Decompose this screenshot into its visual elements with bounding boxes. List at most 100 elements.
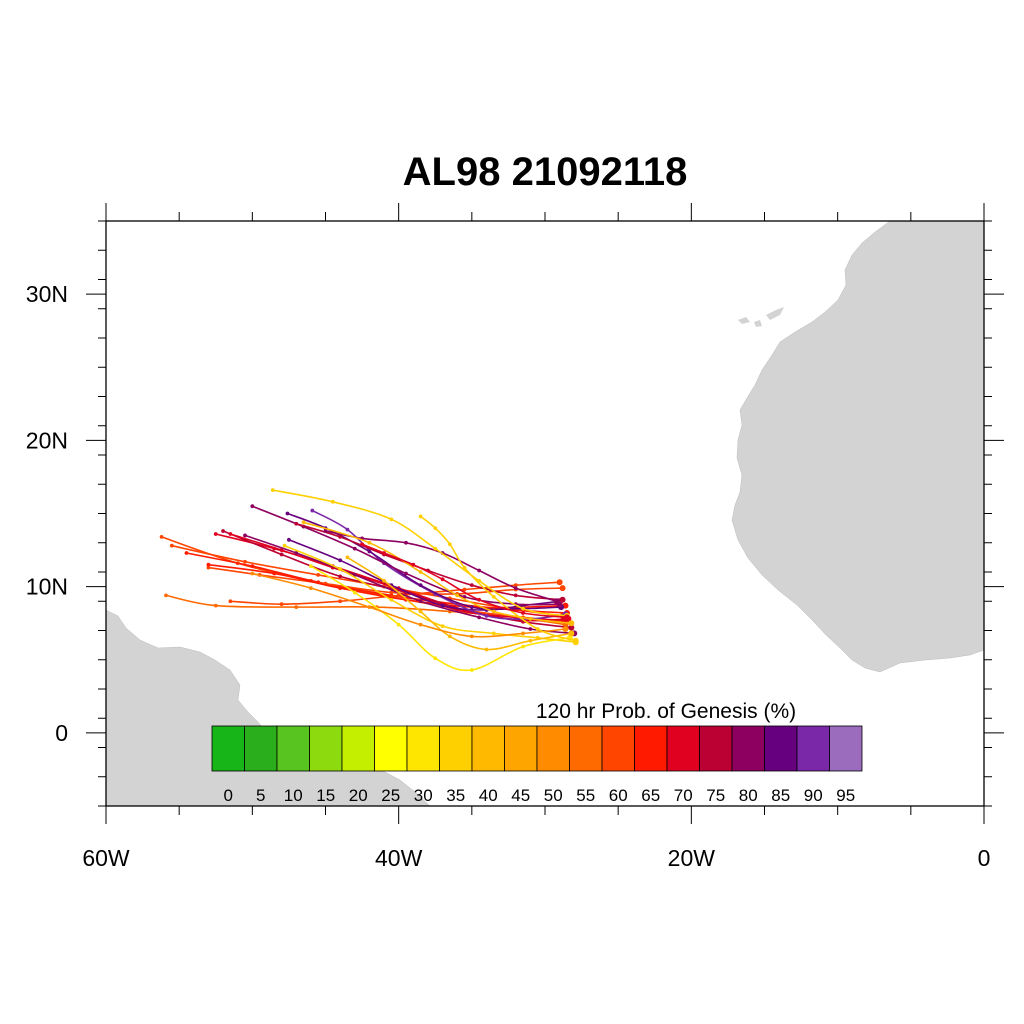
colorbar-swatch xyxy=(601,725,635,772)
track-point xyxy=(418,570,423,574)
colorbar-label: 30 xyxy=(414,786,433,805)
track-point xyxy=(433,546,438,551)
track-start-point xyxy=(572,637,579,644)
track-point xyxy=(243,533,247,538)
colorbar-swatch xyxy=(406,725,440,772)
track-point xyxy=(418,609,423,614)
track-point xyxy=(469,668,474,672)
track-start-point xyxy=(559,585,566,592)
colorbar-swatch xyxy=(439,725,473,772)
colorbar-label: 75 xyxy=(706,786,725,805)
track-point xyxy=(447,634,452,639)
latitude-axis: 30N 20N 10N 0 xyxy=(26,281,68,746)
lon-tick-label: 20W xyxy=(668,845,716,871)
colorbar-swatch xyxy=(536,725,570,772)
track-point xyxy=(301,520,306,525)
track-point xyxy=(528,627,533,631)
track-point xyxy=(535,627,540,631)
track-point xyxy=(389,517,394,522)
track-start-point xyxy=(556,579,563,586)
track-point xyxy=(433,656,438,661)
colorbar xyxy=(211,725,863,772)
track-point xyxy=(484,647,489,652)
track-point xyxy=(528,638,533,643)
track-point xyxy=(469,605,474,609)
track-point xyxy=(491,594,496,599)
track-point xyxy=(352,590,357,595)
track-point xyxy=(228,599,233,604)
track-point xyxy=(513,586,518,590)
track-start-point xyxy=(562,626,569,633)
track-point xyxy=(282,543,287,548)
track-point xyxy=(287,537,291,542)
track-point xyxy=(477,568,482,573)
colorbar-labels: 0 5 10 15 20 25 30 35 40 45 50 55 60 65 70 75 80 85 90 95 xyxy=(224,786,856,805)
track-point xyxy=(213,532,218,536)
track-point xyxy=(308,564,313,569)
colorbar-label: 45 xyxy=(511,786,530,805)
track-point xyxy=(396,593,401,598)
track-point xyxy=(169,543,174,548)
lat-tick-label: 10N xyxy=(26,574,68,600)
colorbar-swatch xyxy=(699,725,733,772)
colorbar-swatch xyxy=(504,725,538,772)
track-point xyxy=(462,565,467,570)
track-point xyxy=(462,594,467,599)
track-point xyxy=(521,606,525,611)
track-point xyxy=(440,603,445,608)
colorbar-swatch xyxy=(829,725,863,772)
colorbar-swatch xyxy=(796,725,830,772)
track-point xyxy=(382,551,386,555)
track-point xyxy=(294,551,299,555)
track-point xyxy=(418,514,423,519)
track-point xyxy=(469,583,474,588)
track-start-point xyxy=(559,596,566,603)
track-start-point xyxy=(568,630,575,637)
colorbar-label: 5 xyxy=(256,786,265,805)
track-point xyxy=(433,526,438,531)
track-point xyxy=(396,622,401,627)
track-point xyxy=(228,532,233,536)
colorbar-swatch xyxy=(374,725,408,772)
colorbar-swatch xyxy=(764,725,798,772)
track-start-point xyxy=(553,598,560,605)
colorbar-label: 55 xyxy=(576,786,595,805)
colorbar-title: 120 hr Prob. of Genesis (%) xyxy=(536,700,796,723)
track-point xyxy=(206,562,211,567)
track-point xyxy=(447,542,452,547)
track-point xyxy=(310,508,315,513)
track-point xyxy=(206,565,211,570)
track-point xyxy=(521,644,525,649)
track-layer xyxy=(159,488,579,672)
axis-ticks xyxy=(86,203,1004,824)
track-point xyxy=(521,611,525,615)
colorbar-label: 40 xyxy=(479,786,498,805)
track-point xyxy=(469,634,474,639)
track-point xyxy=(338,586,343,590)
track-point xyxy=(528,616,533,621)
track-point xyxy=(164,593,168,598)
track-point xyxy=(294,521,299,526)
track-point xyxy=(440,577,445,582)
track-point xyxy=(477,615,482,620)
track-point xyxy=(389,590,394,595)
longitude-axis: 60W 40W 20W 0 xyxy=(82,845,990,871)
track-point xyxy=(270,488,275,492)
track-start-point xyxy=(568,624,575,631)
land-canary-islands xyxy=(738,307,784,327)
track-point xyxy=(345,555,350,560)
track-point xyxy=(367,605,372,609)
lon-tick-label: 60W xyxy=(82,845,130,871)
land-layer xyxy=(106,221,984,806)
track-point xyxy=(279,602,284,607)
colorbar-swatch xyxy=(211,725,245,772)
track-start-point xyxy=(563,614,570,621)
colorbar-label: 20 xyxy=(349,786,368,805)
track-point xyxy=(382,578,386,583)
colorbar-swatch xyxy=(666,725,700,772)
colorbar-label: 35 xyxy=(446,786,465,805)
track-point xyxy=(338,599,343,604)
colorbar-swatch xyxy=(341,725,375,772)
chart-title: AL98 21092118 xyxy=(402,150,688,194)
